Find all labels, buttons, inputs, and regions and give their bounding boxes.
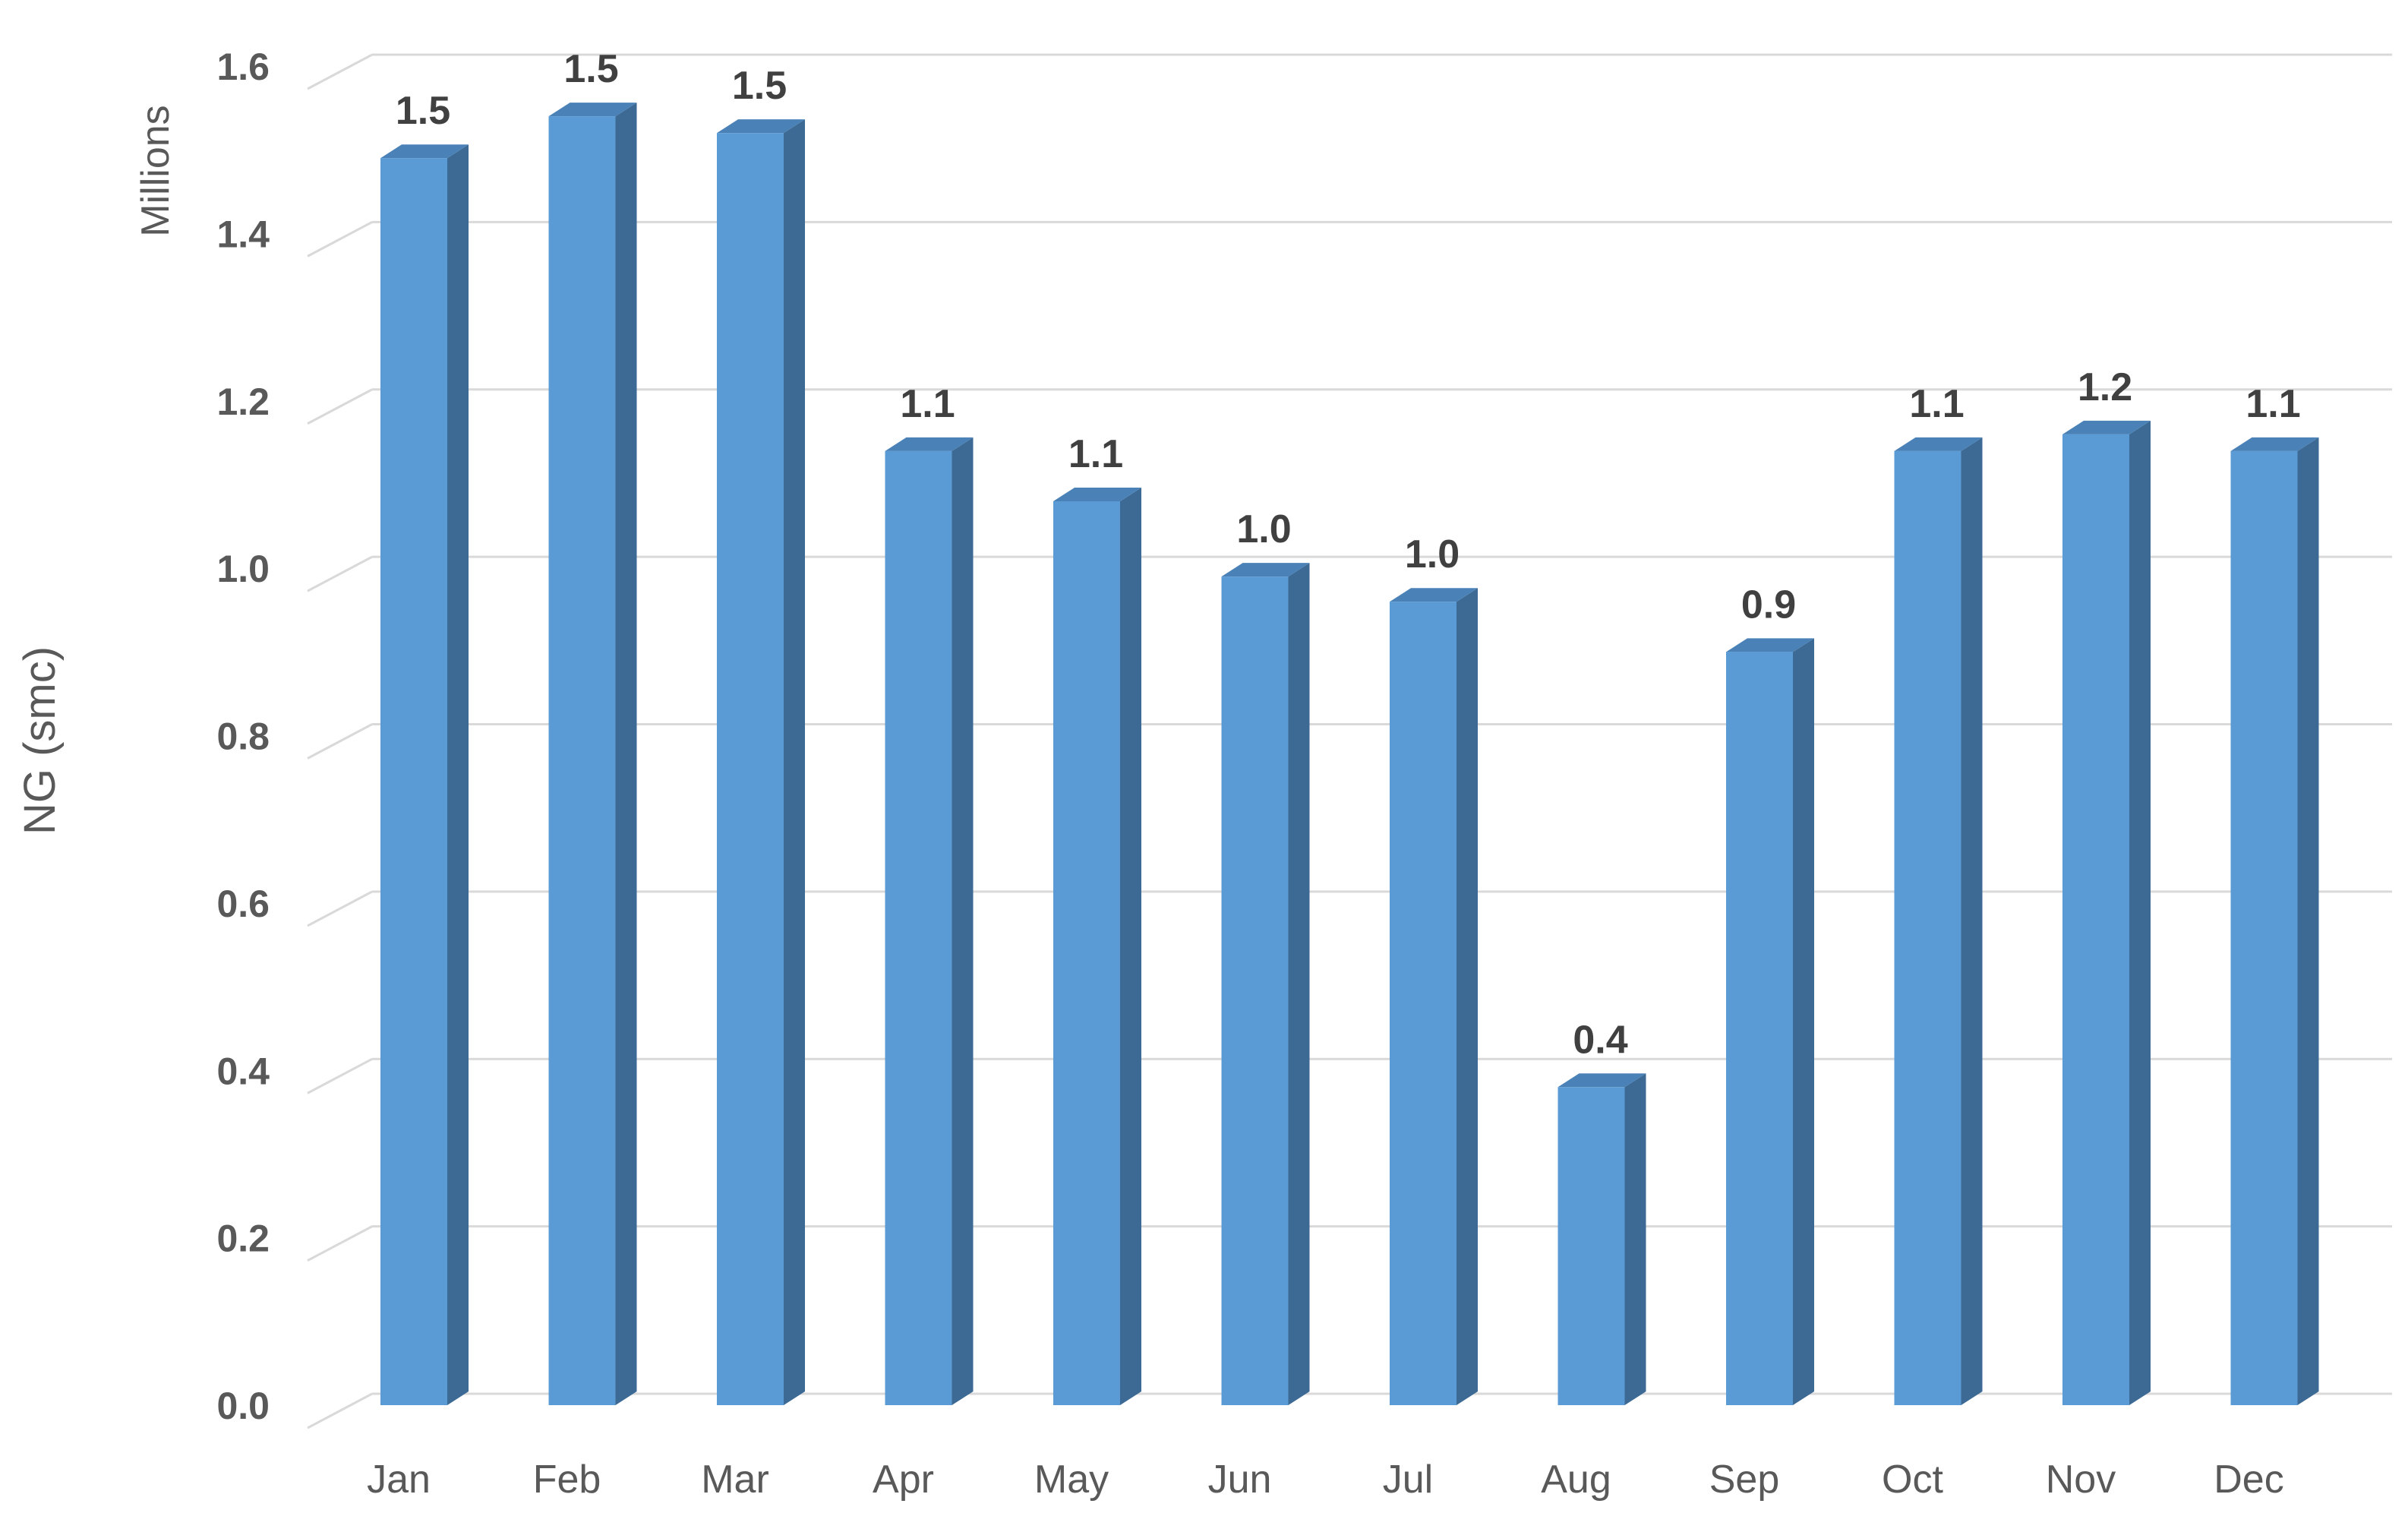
gridline-diagonal xyxy=(307,1057,373,1095)
bar-front xyxy=(380,158,447,1405)
bar-front xyxy=(2062,434,2129,1406)
data-label-mar: 1.5 xyxy=(732,64,787,108)
x-category-label: Jul xyxy=(1383,1458,1433,1502)
gridline-diagonal xyxy=(307,723,373,760)
y-axis-units-label: Millions xyxy=(134,105,178,236)
data-label-jul: 1.0 xyxy=(1405,532,1460,576)
x-category-label: Oct xyxy=(1882,1458,1943,1502)
bar-side xyxy=(615,103,637,1405)
bar-may xyxy=(1053,487,1141,1405)
bar-front xyxy=(885,450,952,1405)
bar-side xyxy=(1456,588,1478,1406)
bar-jan xyxy=(380,144,469,1405)
x-category-label: Apr xyxy=(873,1458,934,1502)
y-tick-label: 0.0 xyxy=(216,1385,270,1427)
bar-dec xyxy=(2230,437,2319,1405)
bar-front xyxy=(2230,450,2298,1405)
bar-top xyxy=(380,144,469,159)
y-tick-label: 1.0 xyxy=(216,548,270,590)
bar-side xyxy=(2129,420,2151,1406)
bar-oct xyxy=(1894,437,1983,1405)
x-category-label: Aug xyxy=(1541,1458,1611,1502)
y-tick-label: 1.4 xyxy=(216,213,270,255)
bar-front xyxy=(1221,576,1289,1405)
bar-top xyxy=(885,437,974,451)
bar-side xyxy=(784,119,805,1405)
bar-side xyxy=(1288,563,1310,1405)
bar-top xyxy=(1557,1073,1646,1088)
bar-side xyxy=(952,437,974,1405)
x-category-label: Jan xyxy=(367,1458,431,1502)
bar-top xyxy=(1894,437,1983,451)
bar-aug xyxy=(1557,1073,1646,1405)
x-axis-categories: Jan Feb Mar Apr May Jun Jul Aug Sep Oct Nov Dec xyxy=(367,1458,2284,1502)
bar-top xyxy=(1221,563,1310,577)
data-label-sep: 0.9 xyxy=(1741,583,1796,627)
data-label-dec: 1.1 xyxy=(2245,382,2300,426)
bar-side xyxy=(1961,437,1983,1405)
bar-side xyxy=(447,144,469,1405)
bar-apr xyxy=(885,437,974,1405)
gridline-diagonal xyxy=(307,555,373,592)
bar-front xyxy=(717,133,784,1405)
gridline-diagonal xyxy=(307,1225,373,1262)
bar-front xyxy=(1726,652,1793,1405)
bar-front xyxy=(548,116,616,1405)
bar-front xyxy=(1390,602,1456,1406)
y-axis-title: NG (smc) xyxy=(15,646,65,835)
x-category-label: Dec xyxy=(2214,1458,2283,1502)
bar-mar xyxy=(717,119,805,1405)
y-tick-label: 0.8 xyxy=(216,715,270,758)
x-category-label: Feb xyxy=(533,1458,601,1502)
y-tick-label: 1.2 xyxy=(216,381,270,423)
y-tick-label: 0.6 xyxy=(216,883,270,925)
bar-top xyxy=(548,103,637,117)
bar-top xyxy=(2062,420,2151,434)
x-category-label: Mar xyxy=(701,1458,769,1502)
bar-top xyxy=(717,119,805,134)
gridlines xyxy=(307,53,2392,1429)
data-label-oct: 1.1 xyxy=(1909,382,1964,426)
bar-top xyxy=(1390,588,1478,602)
data-labels: 1.5 1.5 1.5 1.1 1.1 1.0 1.0 0.4 0.9 1.1 1.2 1.1 xyxy=(396,47,2301,1062)
x-category-label: May xyxy=(1034,1458,1109,1502)
data-label-feb: 1.5 xyxy=(563,47,618,91)
x-category-label: Nov xyxy=(2046,1458,2116,1502)
y-axis-ticks: 0.0 0.2 0.4 0.6 0.8 1.0 1.2 1.4 1.6 xyxy=(216,46,270,1427)
bar-sep xyxy=(1726,638,1814,1405)
bar-feb xyxy=(548,103,637,1405)
bar-side xyxy=(2297,437,2319,1405)
bar-side xyxy=(1793,638,1814,1405)
data-label-nov: 1.2 xyxy=(2078,365,2132,409)
bar-front xyxy=(1894,450,1961,1405)
y-tick-label: 0.2 xyxy=(216,1218,270,1260)
bars xyxy=(380,103,2319,1406)
bar-top xyxy=(1726,638,1814,652)
bar-top xyxy=(2230,437,2319,451)
data-label-apr: 1.1 xyxy=(900,382,955,426)
bar-front xyxy=(1557,1087,1625,1405)
y-tick-label: 0.4 xyxy=(216,1050,270,1092)
gridline-diagonal xyxy=(307,890,373,927)
bar-jul xyxy=(1390,588,1478,1406)
data-label-jun: 1.0 xyxy=(1236,507,1291,551)
data-label-may: 1.1 xyxy=(1068,432,1123,476)
gridline-diagonal xyxy=(307,1392,373,1429)
bar-front xyxy=(1053,501,1120,1405)
x-category-label: Sep xyxy=(1709,1458,1780,1502)
y-tick-label: 1.6 xyxy=(216,46,270,88)
bar-side xyxy=(1624,1073,1646,1405)
bar-top xyxy=(1053,487,1141,501)
gridline-diagonal xyxy=(307,53,373,90)
bar-nov xyxy=(2062,420,2151,1406)
data-label-aug: 0.4 xyxy=(1573,1018,1627,1062)
gridline-diagonal xyxy=(307,388,373,425)
x-category-label: Jun xyxy=(1208,1458,1272,1502)
bar-jun xyxy=(1221,563,1310,1405)
bar-side xyxy=(1120,487,1141,1405)
gridline-diagonal xyxy=(307,221,373,257)
data-label-jan: 1.5 xyxy=(396,89,450,133)
